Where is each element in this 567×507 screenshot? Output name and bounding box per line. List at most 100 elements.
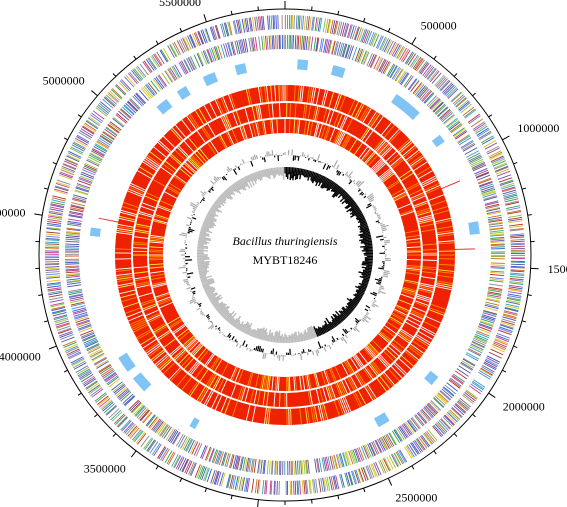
cds-reverse — [464, 147, 478, 155]
cds-reverse — [171, 66, 180, 79]
gc-skew-bar — [252, 330, 257, 338]
cds-forward — [500, 323, 514, 329]
cds-reverse — [216, 450, 222, 465]
cds-forward — [87, 117, 100, 127]
cds-reverse — [95, 359, 109, 368]
cds-forward — [510, 272, 525, 275]
cds-reverse — [332, 455, 338, 469]
major-tick — [411, 37, 417, 45]
cds-reverse — [455, 370, 468, 380]
cds-reverse — [65, 240, 80, 243]
similarity-stripe — [294, 376, 297, 391]
cds-reverse — [66, 232, 81, 235]
similarity-stripe — [185, 337, 196, 348]
cds-reverse — [74, 313, 88, 319]
cds-reverse — [488, 222, 503, 226]
gc-skew-bar — [304, 329, 309, 341]
similarity-stripe — [398, 358, 412, 370]
gc-skew-bar — [209, 294, 222, 303]
gc-bar — [188, 226, 191, 229]
gc-bar — [308, 157, 310, 161]
similarity-stripe — [181, 165, 194, 176]
cds-reverse — [342, 452, 348, 467]
gc-skew-bar — [266, 168, 270, 179]
cds-forward — [326, 19, 331, 34]
cds-forward — [396, 451, 405, 464]
gc-skew-bar — [248, 174, 255, 186]
similarity-stripe — [158, 299, 172, 306]
cds-forward — [352, 470, 358, 485]
cds-forward — [510, 233, 525, 236]
similarity-stripe — [391, 158, 403, 168]
cds-forward — [386, 456, 394, 470]
similarity-stripe — [140, 298, 155, 305]
similarity-stripe — [312, 406, 317, 423]
cds-reverse — [106, 375, 119, 385]
cds-reverse — [483, 195, 497, 200]
gc-bar — [186, 224, 190, 227]
cds-reverse — [447, 120, 460, 130]
cds-forward — [422, 64, 432, 77]
similarity-stripe — [348, 376, 357, 390]
cds-forward — [154, 53, 163, 66]
gc-skew-bar — [341, 191, 347, 197]
cds-forward — [499, 324, 514, 330]
similarity-stripe — [401, 172, 414, 182]
cds-forward — [199, 466, 206, 480]
cds-forward — [391, 453, 400, 467]
cds-reverse — [158, 74, 168, 87]
gc-bar — [306, 352, 309, 356]
gc-bar — [379, 222, 383, 225]
similarity-stripe — [262, 391, 266, 406]
similarity-stripe — [378, 332, 391, 342]
similarity-stripe — [136, 282, 150, 287]
similarity-stripe — [135, 225, 150, 229]
cds-reverse — [122, 393, 134, 404]
cds-reverse — [486, 210, 501, 215]
similarity-stripe — [150, 234, 165, 238]
cds-reverse — [372, 441, 380, 455]
gc-skew-bar — [203, 285, 212, 291]
similarity-stripe — [157, 141, 171, 154]
similarity-stripe — [381, 145, 392, 157]
similarity-stripe — [297, 85, 300, 102]
cds-forward — [340, 473, 345, 488]
cds-reverse — [292, 35, 294, 50]
gc-bar — [214, 327, 218, 331]
cds-forward — [133, 68, 144, 80]
similarity-stripe — [429, 307, 445, 314]
cds-forward — [46, 228, 61, 231]
cds-forward — [502, 189, 517, 195]
cds-forward — [373, 34, 380, 48]
cds-reverse — [236, 40, 241, 55]
cds-reverse — [374, 440, 382, 454]
gc-skew-bar — [315, 327, 321, 337]
similarity-stripe — [354, 103, 363, 118]
cds-forward — [160, 49, 169, 62]
cds-forward — [110, 409, 122, 421]
minor-tick — [513, 162, 518, 165]
gc-skew-bar — [358, 271, 371, 276]
cds-reverse — [476, 330, 490, 337]
cds-reverse — [471, 340, 485, 348]
cds-forward — [54, 186, 69, 192]
cds-forward — [241, 18, 246, 33]
cds-reverse — [120, 391, 132, 402]
cds-forward — [102, 401, 114, 412]
cds-forward — [322, 18, 327, 33]
cds-reverse — [67, 218, 82, 222]
cds-reverse — [475, 172, 490, 179]
gc-bar — [201, 198, 205, 202]
gc-bar — [261, 157, 264, 160]
cds-forward — [333, 20, 338, 35]
similarity-stripe — [323, 370, 330, 384]
cds-reverse — [403, 423, 412, 436]
similarity-stripe — [135, 281, 150, 285]
cds-forward — [416, 59, 425, 72]
cds-reverse — [172, 432, 181, 445]
cds-forward — [463, 108, 476, 118]
cds-reverse — [213, 46, 220, 61]
gc-bar — [183, 278, 189, 281]
cds-reverse — [65, 268, 80, 271]
similarity-stripe — [406, 258, 421, 261]
